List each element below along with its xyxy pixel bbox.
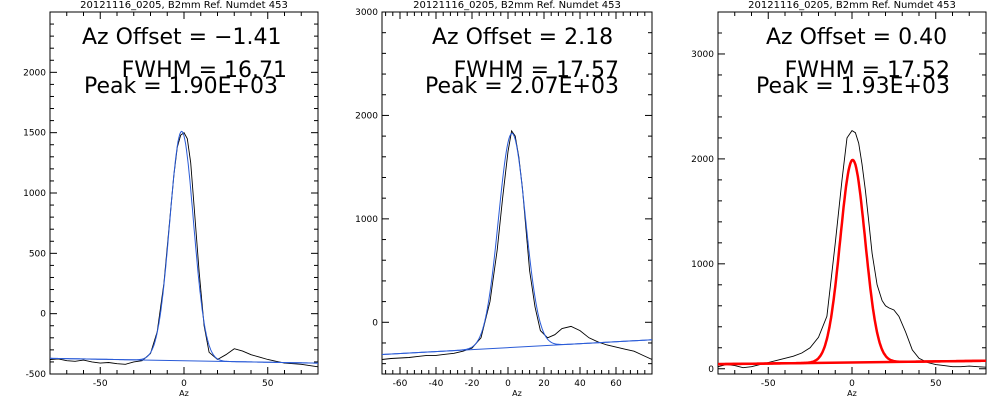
x-tick-label: -40	[429, 379, 444, 389]
y-tick-label: 2000	[23, 68, 46, 78]
annotation-fwhm: FWHM = 16.71	[122, 58, 287, 83]
annotation-offset: Az Offset = −1.41	[82, 25, 282, 50]
x-axis-title: Az	[847, 389, 857, 398]
plot-frame	[381, 11, 653, 375]
annotation-offset: Az Offset = 2.18	[432, 25, 613, 50]
x-tick-label: -50	[761, 379, 776, 389]
x-tick-label: 20	[538, 379, 550, 389]
fit-gaussian-curve	[382, 132, 652, 355]
y-tick-label: 2000	[355, 111, 378, 121]
y-tick-label: 500	[29, 249, 46, 259]
x-axis-title: Az	[512, 389, 522, 398]
data-series-line	[50, 132, 318, 368]
annotation-fwhm: FWHM = 17.57	[454, 58, 619, 83]
annotation-peak: Peak = 1.93E+03	[756, 74, 950, 99]
annotation-offset: Az Offset = 0.40	[766, 25, 947, 50]
x-tick-label: 50	[930, 379, 942, 389]
panel-title: 20121116_0205, B2mm Ref. Numdet 453	[413, 0, 621, 11]
data-series-line	[718, 129, 986, 369]
y-tick-label: 3000	[355, 8, 378, 18]
annotation-peak: Peak = 1.90E+03	[84, 74, 278, 99]
panel-title: 20121116_0205, B2mm Ref. Numdet 453	[748, 0, 956, 11]
x-tick-label: 40	[574, 379, 586, 389]
chart-panel-1: 20121116_0205, B2mm Ref. Numdet 453-50 0 5…	[23, 0, 319, 398]
y-tick-label: 0	[708, 365, 714, 375]
chart-panel-3: 20121116_0205, B2mm Ref. Numdet 453 -50 0 5…	[691, 0, 987, 398]
y-tick-label: 3000	[691, 50, 714, 60]
annotation-fwhm: FWHM = 17.52	[785, 58, 950, 83]
x-tick-label: 50	[262, 379, 274, 389]
y-tick-label: 0	[372, 318, 378, 328]
fit-gaussian-curve	[718, 158, 986, 366]
x-tick-label: 0	[181, 379, 187, 389]
x-axis-title: Az	[179, 389, 189, 398]
y-tick-label: 2000	[691, 155, 714, 165]
x-tick-label: -60	[393, 379, 408, 389]
y-tick-label: 1500	[23, 129, 46, 139]
y-tick-label: 1000	[23, 189, 46, 199]
x-tick-label: 0	[849, 379, 855, 389]
y-tick-label: 0	[40, 310, 46, 320]
panel-title: 20121116_0205, B2mm Ref. Numdet 453	[80, 0, 288, 11]
annotation-peak: Peak = 2.07E+03	[425, 74, 619, 99]
x-tick-label: -20	[465, 379, 480, 389]
y-tick-label: -500	[26, 370, 47, 380]
x-tick-label: 60	[610, 379, 622, 389]
fit-gaussian-curve	[50, 130, 318, 364]
y-tick-label: 1000	[355, 215, 378, 225]
chart-panel-2: 20121116_0205, B2mm Ref. Numdet 453 -60 -4…	[355, 0, 653, 398]
y-tick-label: 1000	[691, 260, 714, 270]
x-tick-label: -50	[93, 379, 108, 389]
data-series-line	[382, 129, 652, 360]
x-tick-label: 0	[505, 379, 511, 389]
